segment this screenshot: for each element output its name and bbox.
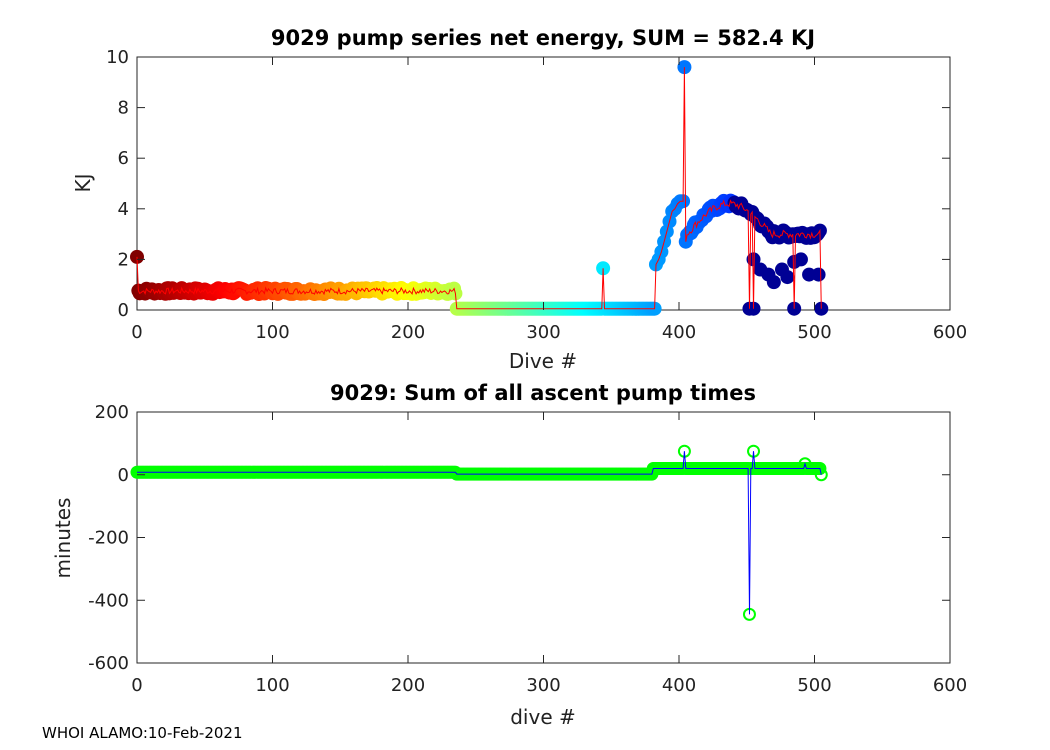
axes-pump-times: 0 100 200 300 400 500 600 -600 -400 -200 0 200 <box>88 402 967 696</box>
y-tick-label: 2 <box>118 249 129 270</box>
data-marks-energy <box>130 60 829 316</box>
y-tick-label: 200 <box>95 402 129 423</box>
pump-time-point <box>814 468 828 482</box>
x-tick-label: 400 <box>662 322 696 343</box>
x-tick-label: 600 <box>933 322 967 343</box>
y-tick-label: 0 <box>118 465 129 486</box>
pump-time-line <box>137 451 822 615</box>
x-tick-label: 200 <box>391 322 425 343</box>
x-tick-label: 100 <box>255 322 289 343</box>
chart-energy: 0 100 200 300 400 500 600 0 2 4 6 8 10 9029 pump ser… <box>71 26 967 373</box>
chart-pump-times: 0 100 200 300 400 500 600 -600 -400 -200 0 200 9029… <box>51 381 967 729</box>
x-axis-label-pump-times: dive # <box>510 705 576 729</box>
x-tick-label: 100 <box>255 675 289 696</box>
plot-area-pump-times <box>136 411 951 664</box>
x-tick-label: 0 <box>131 675 142 696</box>
axes-energy: 0 100 200 300 400 500 600 0 2 4 6 8 10 <box>106 47 967 343</box>
x-tick-label: 200 <box>391 675 425 696</box>
y-tick-label: 8 <box>118 98 129 119</box>
energy-point <box>596 261 611 276</box>
energy-point <box>766 275 781 290</box>
y-axis-label-energy: KJ <box>71 173 95 192</box>
plot-area-energy <box>136 56 951 311</box>
y-tick-label: 6 <box>118 148 129 169</box>
y-axis-label-pump-times: minutes <box>51 498 75 579</box>
y-tick-label: -200 <box>88 528 129 549</box>
x-tick-label: 300 <box>526 675 560 696</box>
energy-point <box>793 252 808 267</box>
x-tick-label: 0 <box>131 322 142 343</box>
energy-point <box>780 270 795 285</box>
x-tick-label: 300 <box>526 322 560 343</box>
chart-title-energy: 9029 pump series net energy, SUM = 582.4… <box>271 26 815 50</box>
x-tick-label: 400 <box>662 675 696 696</box>
energy-point <box>811 267 826 282</box>
energy-point <box>814 301 829 316</box>
y-tick-label: -600 <box>88 653 129 674</box>
y-tick-label: -400 <box>88 590 129 611</box>
energy-point <box>787 301 802 316</box>
energy-point <box>130 249 144 264</box>
x-tick-label: 500 <box>797 675 831 696</box>
x-tick-label: 500 <box>797 322 831 343</box>
y-tick-label: 0 <box>118 300 129 321</box>
y-tick-label: 10 <box>106 47 129 68</box>
x-axis-label-energy: Dive # <box>509 349 577 373</box>
energy-line <box>136 67 822 310</box>
data-marks-pump-times <box>130 444 828 621</box>
chart-title-pump-times: 9029: Sum of all ascent pump times <box>330 381 756 405</box>
x-tick-label: 600 <box>933 675 967 696</box>
y-tick-label: 4 <box>118 199 129 220</box>
footer-credit: WHOI ALAMO:10-Feb-2021 <box>42 724 243 742</box>
